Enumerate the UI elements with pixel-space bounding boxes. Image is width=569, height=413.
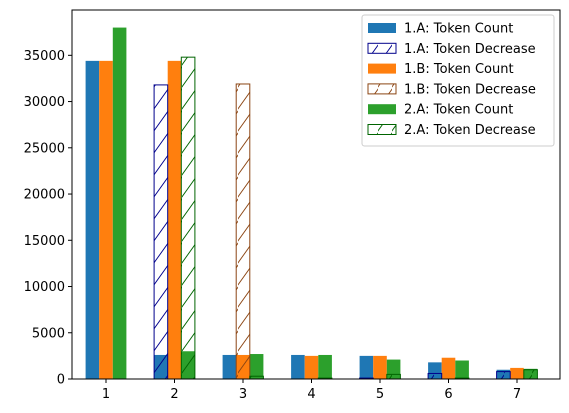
bar bbox=[112, 27, 127, 379]
legend-swatch bbox=[367, 83, 397, 95]
x-tick-label: 6 bbox=[444, 387, 452, 402]
y-tick-label: 10000 bbox=[24, 280, 65, 295]
bar-hatched bbox=[386, 373, 401, 380]
x-tick-label: 2 bbox=[170, 387, 178, 402]
x-tick-label: 3 bbox=[239, 387, 247, 402]
y-tick-label: 15000 bbox=[24, 234, 65, 249]
bars-group bbox=[85, 27, 538, 380]
y-tick-label: 0 bbox=[57, 373, 65, 388]
bar bbox=[222, 354, 237, 379]
legend-swatch bbox=[368, 63, 396, 74]
bar-hatched bbox=[180, 56, 196, 380]
bar bbox=[441, 357, 456, 379]
x-tick-label: 5 bbox=[376, 387, 384, 402]
bar bbox=[99, 60, 113, 380]
legend: 1.A: Token Count 1.A: Token Decrease 1.B: … bbox=[361, 14, 555, 147]
bar-hatched bbox=[496, 371, 511, 380]
x-tick-label: 1 bbox=[102, 387, 110, 402]
y-tick-label: 20000 bbox=[24, 188, 65, 203]
legend-label: 1.A: Token Count bbox=[404, 22, 513, 37]
x-axis: 1 2 3 4 5 6 7 bbox=[102, 379, 521, 402]
y-tick-label: 5000 bbox=[32, 326, 65, 341]
legend-swatch bbox=[368, 23, 396, 33]
bar bbox=[304, 355, 319, 379]
legend-label: 1.B: Token Decrease bbox=[404, 82, 536, 97]
legend-swatch bbox=[367, 124, 397, 135]
legend-swatch bbox=[368, 104, 396, 115]
bar-hatched bbox=[235, 83, 251, 380]
bar bbox=[455, 360, 469, 379]
y-tick-label: 35000 bbox=[24, 49, 65, 64]
bar-hatched bbox=[427, 372, 443, 380]
legend-swatch bbox=[367, 42, 397, 54]
y-tick-label: 25000 bbox=[24, 141, 65, 156]
bar-hatched bbox=[153, 84, 169, 380]
legend-label: 2.A: Token Count bbox=[404, 103, 513, 118]
bar bbox=[291, 354, 305, 379]
y-tick-label: 30000 bbox=[24, 95, 65, 110]
bar-hatched bbox=[523, 369, 538, 380]
legend-box bbox=[361, 14, 555, 147]
x-tick-label: 4 bbox=[307, 387, 315, 402]
bar bbox=[249, 354, 264, 379]
legend-label: 2.A: Token Decrease bbox=[404, 123, 536, 138]
y-axis: 0 5000 10000 15000 20000 25000 30000 35000 bbox=[24, 49, 72, 388]
bar bbox=[167, 60, 182, 380]
bar bbox=[85, 60, 100, 380]
legend-label: 1.A: Token Decrease bbox=[404, 42, 536, 57]
bar bbox=[359, 355, 374, 379]
bar bbox=[510, 367, 524, 379]
bar bbox=[373, 355, 387, 379]
bar bbox=[318, 354, 332, 379]
legend-label: 1.B: Token Count bbox=[404, 62, 514, 77]
x-tick-label: 7 bbox=[513, 387, 521, 402]
